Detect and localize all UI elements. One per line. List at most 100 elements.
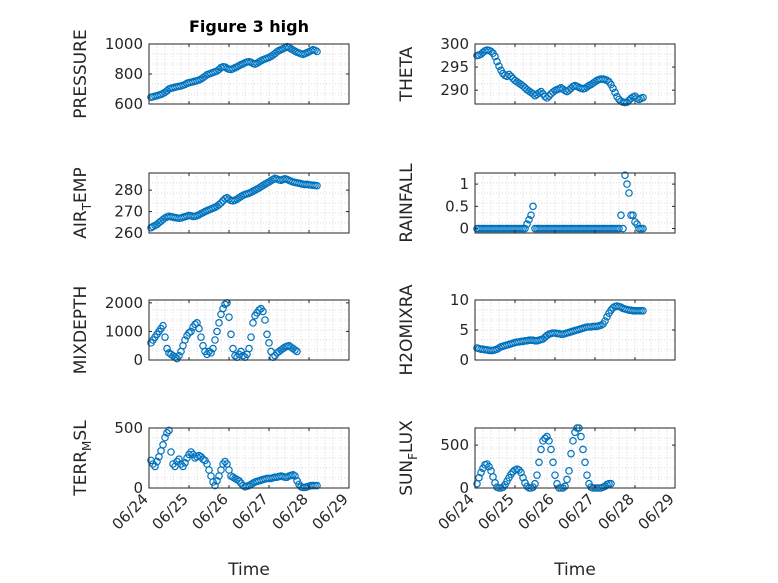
data-point — [221, 300, 229, 309]
data-point — [491, 52, 499, 61]
data-point — [531, 479, 539, 488]
data-points — [147, 299, 301, 363]
data-point — [187, 327, 195, 336]
data-points — [473, 171, 647, 233]
data-point — [175, 351, 183, 360]
data-point — [215, 319, 223, 327]
data-point — [615, 224, 623, 233]
x-tick-label: 06/28 — [595, 490, 638, 533]
data-point — [211, 336, 219, 344]
y-axis-label-part: SL — [71, 420, 91, 441]
data-point — [623, 180, 631, 188]
data-point — [219, 460, 227, 468]
y-tick-label: 0 — [459, 220, 469, 238]
x-axis-label: Time — [227, 560, 270, 580]
data-point — [537, 87, 545, 96]
y-axis-label: AIRTEMP — [71, 167, 94, 238]
data-point — [161, 433, 169, 442]
y-axis-label-subscript: M — [80, 441, 94, 451]
data-point — [149, 460, 157, 468]
y-axis-label: RAINFALL — [397, 163, 417, 243]
x-tick-label: 06/25 — [475, 490, 518, 533]
data-point — [261, 316, 269, 324]
data-point — [195, 324, 203, 333]
data-point — [487, 47, 495, 56]
data-point — [537, 445, 545, 454]
data-point — [165, 426, 173, 435]
y-axis-label-part: AIR — [71, 210, 91, 239]
panel-h2omixra: 0 5 10 H2OMIXRA — [397, 284, 676, 376]
data-points — [147, 426, 321, 492]
y-tick-label: 300 — [440, 35, 469, 53]
data-point — [535, 89, 543, 97]
data-point — [227, 330, 235, 339]
data-point — [313, 47, 321, 56]
data-point — [201, 72, 209, 81]
data-point — [219, 304, 227, 313]
x-tick-label: 06/29 — [635, 490, 678, 533]
data-point — [245, 344, 253, 353]
data-points — [473, 302, 647, 355]
y-tick-label: 500 — [114, 419, 143, 437]
data-points — [147, 174, 321, 232]
y-tick-label: 1 — [459, 175, 469, 193]
data-point — [279, 344, 287, 353]
data-point — [313, 481, 321, 490]
data-point — [527, 211, 535, 220]
data-point — [561, 482, 569, 491]
data-point — [629, 211, 637, 220]
x-tick-label: 06/27 — [555, 490, 598, 533]
data-point — [591, 78, 599, 86]
data-point — [239, 351, 247, 360]
x-tick-label: 06/24 — [435, 490, 478, 533]
data-point — [639, 224, 647, 233]
data-point — [161, 333, 169, 341]
data-point — [529, 202, 537, 211]
data-point — [163, 344, 171, 353]
data-point — [545, 437, 553, 445]
data-point — [505, 70, 513, 79]
panel-rainfall: 0 0.5 1 RAINFALL — [397, 163, 676, 243]
x-tick-label: 06/26 — [515, 490, 558, 533]
data-point — [563, 475, 571, 484]
data-point — [621, 171, 629, 180]
data-point — [619, 224, 627, 233]
data-points — [147, 42, 321, 102]
y-tick-label: 1000 — [105, 322, 143, 340]
data-points — [473, 46, 647, 107]
data-point — [247, 333, 255, 341]
data-point — [583, 83, 591, 91]
y-tick-label: 800 — [114, 65, 143, 83]
data-point — [579, 445, 587, 454]
data-point — [167, 448, 175, 456]
data-point — [485, 462, 493, 471]
data-point — [581, 458, 589, 467]
data-point — [255, 306, 263, 314]
data-point — [215, 200, 223, 209]
data-point — [263, 330, 271, 339]
y-axis-label: PRESSURE — [71, 29, 91, 118]
data-point — [545, 92, 553, 100]
y-axis-label: H2OMIXRA — [397, 284, 417, 375]
data-points — [473, 424, 615, 492]
chart-title: Figure 3 high — [189, 17, 309, 36]
x-tick-label: 06/29 — [309, 490, 352, 533]
data-point — [603, 76, 611, 85]
axes-box — [148, 427, 350, 489]
data-point — [191, 320, 199, 329]
data-point — [553, 479, 561, 488]
data-point — [213, 327, 221, 336]
y-axis-label-part: LUX — [397, 420, 417, 453]
x-axis-label: Time — [553, 560, 596, 580]
y-axis-label: THETA — [397, 46, 417, 102]
data-point — [237, 347, 245, 356]
y-axis-label: SUNFLUX — [397, 420, 420, 496]
data-point — [583, 471, 591, 479]
data-point — [207, 349, 215, 357]
data-point — [173, 457, 181, 466]
data-point — [609, 84, 617, 93]
data-point — [169, 460, 177, 468]
data-point — [547, 445, 555, 454]
